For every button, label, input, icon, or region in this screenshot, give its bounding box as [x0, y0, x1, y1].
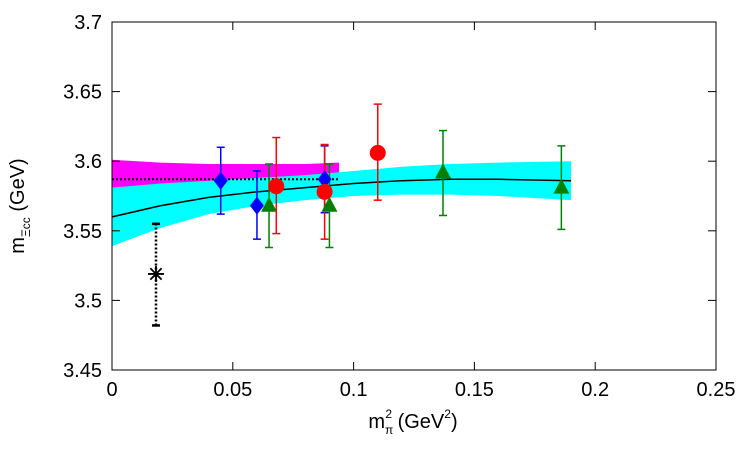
x-tick-label: 0.25 — [697, 379, 736, 401]
circle-point-2 — [369, 144, 386, 161]
y-tick-label: 3.45 — [63, 360, 102, 382]
error-bars — [151, 103, 566, 327]
y-axis-label: mΞcc (GeV) — [7, 158, 33, 253]
diamond-point-1 — [249, 196, 264, 215]
fit-bands — [112, 159, 572, 247]
x-tick-label: 0.05 — [213, 379, 252, 401]
triangle-point-1 — [321, 196, 338, 212]
y-tick-label: 3.7 — [74, 12, 102, 34]
y-tick-label: 3.6 — [74, 151, 102, 173]
circle-point-0 — [268, 178, 285, 195]
data-markers — [147, 144, 570, 282]
x-tick-label: 0.2 — [581, 379, 609, 401]
y-tick-label: 3.5 — [74, 290, 102, 312]
triangle-point-0 — [261, 196, 278, 212]
x-tick-label: 0.1 — [340, 379, 368, 401]
physical-point-error-bar — [151, 222, 160, 327]
physical-point-asterisk — [147, 265, 164, 282]
fit-band-1 — [112, 161, 572, 247]
y-tick-label: 3.55 — [63, 221, 102, 243]
diamond-point-0 — [213, 171, 228, 190]
triangle-point-3 — [553, 178, 570, 194]
triangle-point-2 — [434, 163, 451, 179]
x-tick-label: 0.15 — [455, 379, 494, 401]
plot-frame — [111, 21, 717, 371]
axis-ticks: 0 0.05 0.1 0.15 0.2 0.25 3.45 3.5 3.55 3.6 3.65 3.7 — [63, 12, 735, 401]
diamond-point-2 — [317, 170, 332, 189]
circle-point-1 — [316, 183, 333, 200]
x-tick-label: 0 — [106, 379, 117, 401]
y-tick-label: 3.65 — [63, 82, 102, 104]
x-axis-label: mπ2 (GeV2) — [368, 407, 457, 437]
